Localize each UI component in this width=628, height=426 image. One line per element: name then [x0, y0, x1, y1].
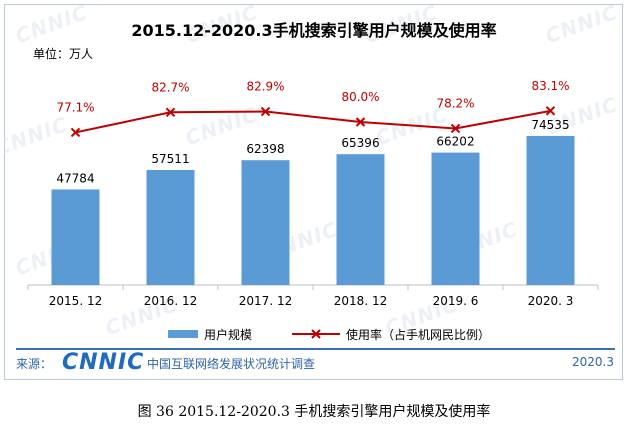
- bar: [146, 169, 195, 285]
- footer-date: 2020.3: [572, 355, 614, 369]
- bar: [431, 152, 480, 285]
- bar: [241, 160, 290, 285]
- bar-value-label: 65396: [341, 136, 379, 150]
- rate-value-label: 83.1%: [531, 79, 569, 93]
- legend-line-label: 使用率（占手机网民比例）: [346, 328, 491, 342]
- rate-point: [165, 107, 176, 117]
- cnnic-logo: CNNIC: [62, 350, 145, 375]
- x-tick-label: 2020. 3: [528, 294, 574, 308]
- x-tick-label: 2016. 12: [144, 294, 197, 308]
- footer-source-label: 来源：: [16, 357, 53, 371]
- chart-card: [4, 4, 623, 380]
- rate-value-label: 78.2%: [436, 96, 474, 110]
- rate-line: [75, 109, 551, 134]
- bar: [526, 135, 575, 285]
- rate-point: [450, 123, 461, 134]
- rate-point: [70, 127, 81, 138]
- footer-divider: [16, 348, 615, 350]
- bar-value-label: 57511: [151, 152, 189, 166]
- rate-point: [545, 106, 556, 116]
- bar: [51, 189, 100, 285]
- legend-bar-label: 用户规模: [204, 328, 253, 342]
- bar-value-label: 66202: [436, 135, 474, 149]
- rate-value-label: 82.9%: [246, 80, 284, 94]
- x-tick-label: 2017. 12: [239, 294, 292, 308]
- chart-title: 2015.12-2020.3手机搜索引擎用户规模及使用率: [131, 21, 497, 40]
- bar: [336, 154, 385, 285]
- unit-label: 单位：万人: [33, 47, 94, 61]
- rate-value-label: 82.7%: [151, 80, 189, 94]
- legend-bar-swatch: [168, 330, 198, 338]
- rate-point: [260, 106, 271, 117]
- bar-value-label: 62398: [246, 142, 284, 156]
- rate-value-label: 77.1%: [56, 100, 94, 114]
- footer-org-text: 中国互联网络发展状况统计调查: [147, 357, 316, 371]
- bar-value-label: 47784: [56, 171, 94, 185]
- x-tick-label: 2019. 6: [433, 294, 479, 308]
- figure-caption: 图 36 2015.12-2020.3 手机搜索引擎用户规模及使用率: [137, 404, 491, 420]
- x-tick-label: 2015. 12: [49, 294, 102, 308]
- rate-value-label: 80.0%: [341, 90, 379, 104]
- legend-line-swatch: [292, 329, 340, 339]
- bar-value-label: 74535: [531, 118, 569, 132]
- rate-point: [355, 117, 366, 127]
- x-tick-label: 2018. 12: [334, 294, 387, 308]
